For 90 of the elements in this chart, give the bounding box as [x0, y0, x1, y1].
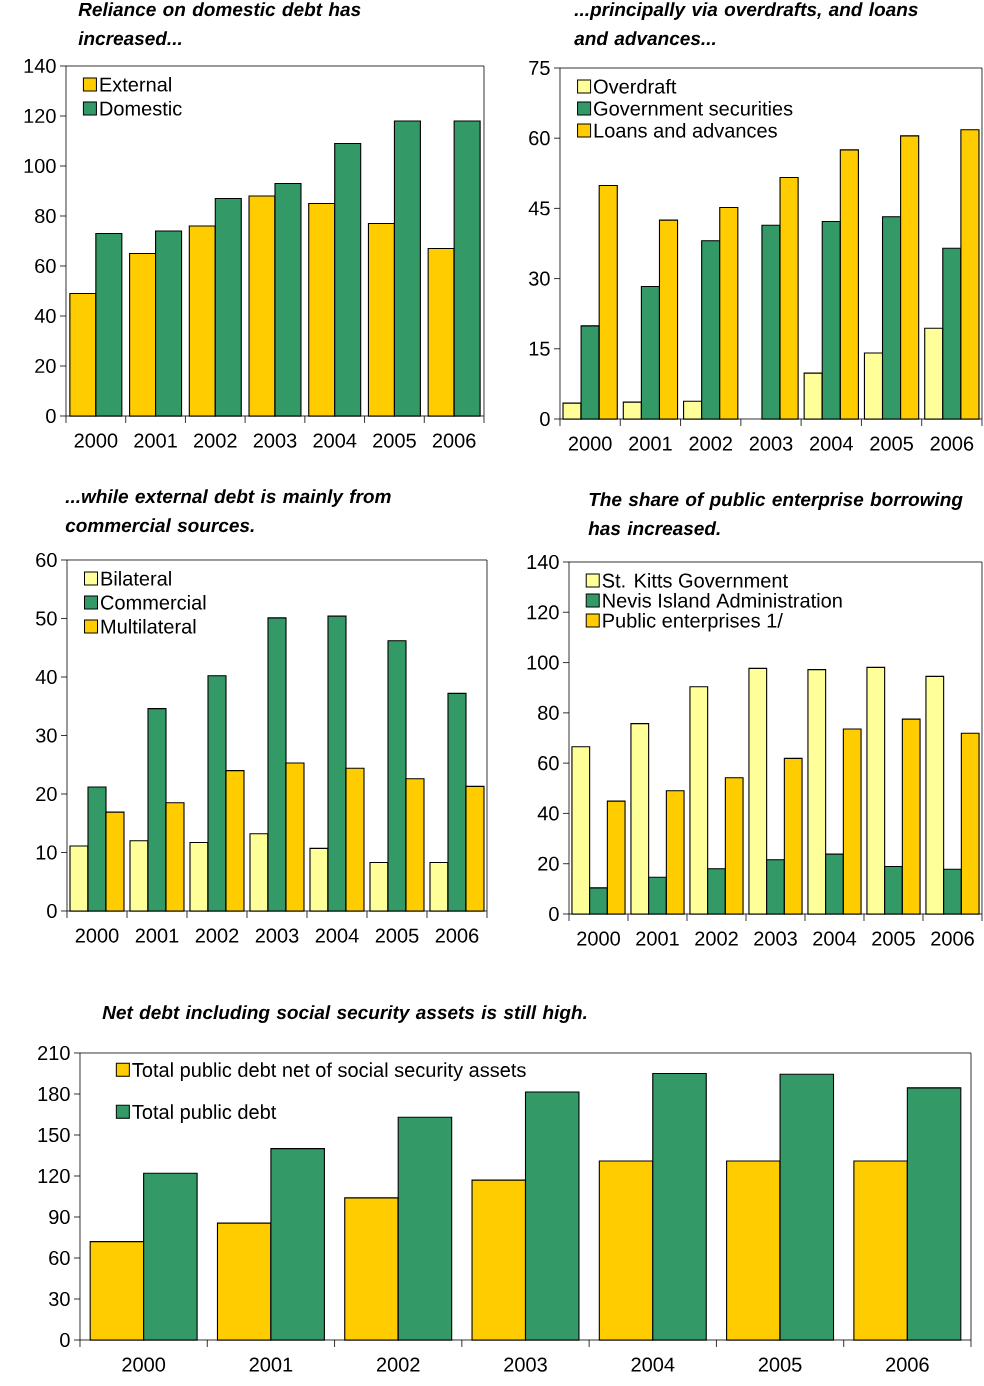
y-tick-label: 50 [36, 611, 57, 626]
x-tick-label: 2001 [134, 433, 177, 448]
x-tick-label: 2000 [75, 928, 119, 943]
x-tick-label: 2000 [568, 436, 612, 451]
chart-title: ...principally via overdrafts, and loans and advances... [574, 2, 918, 46]
y-tick-label: 150 [38, 1127, 70, 1143]
y-tick-label: 100 [527, 655, 559, 670]
legend-label: Public enterprises 1/ [603, 612, 783, 632]
legend-label: Total public debt net of social security assets [132, 1062, 526, 1082]
x-tick-label: 2004 [631, 1357, 675, 1372]
y-tick-label: 210 [38, 1045, 70, 1061]
y-tick-label: 120 [24, 108, 56, 124]
y-tick-label: 15 [529, 341, 550, 356]
y-tick-label: 75 [529, 61, 550, 75]
y-tick-label: 140 [527, 554, 559, 570]
x-tick-label: 2004 [813, 931, 857, 946]
x-tick-label: 2001 [249, 1357, 293, 1372]
y-tick-label: 20 [36, 786, 57, 802]
y-tick-label: 45 [528, 201, 550, 216]
x-tick-label: 2001 [636, 931, 679, 946]
x-tick-label: 2006 [435, 928, 479, 943]
y-tick-label: 60 [35, 258, 56, 274]
y-tick-label: 140 [24, 58, 56, 74]
y-tick-label: 90 [49, 1209, 70, 1225]
legend-label: Total public debt [132, 1104, 277, 1124]
legend-label: Loans and advances [594, 122, 777, 138]
y-tick-label: 40 [34, 308, 56, 324]
y-tick-label: 30 [48, 1291, 70, 1307]
x-tick-label: 2000 [74, 433, 118, 448]
x-tick-label: 2002 [695, 931, 738, 946]
y-tick-label: 60 [529, 131, 550, 146]
legend-label: Nevis Island Administration [603, 592, 842, 608]
chart-title: Net debt including social security assets is still high. [102, 1005, 587, 1023]
x-tick-label: 2005 [872, 931, 915, 946]
x-tick-label: 2000 [577, 931, 620, 946]
x-tick-label: 2002 [195, 928, 239, 943]
x-tick-label: 2002 [194, 433, 237, 448]
legend-label: Domestic [100, 100, 182, 116]
y-tick-label: 10 [36, 845, 57, 860]
x-tick-label: 2004 [810, 436, 853, 451]
y-tick-label: 30 [528, 271, 550, 286]
x-tick-label: 2003 [253, 433, 297, 448]
x-tick-label: 2005 [758, 1357, 802, 1372]
x-tick-label: 2005 [375, 928, 419, 943]
x-tick-label: 2001 [629, 436, 672, 451]
x-tick-label: 2003 [255, 928, 299, 943]
legend-label: Bilateral [101, 570, 171, 586]
legend-label: External [100, 76, 171, 92]
x-tick-label: 2006 [930, 436, 974, 451]
y-tick-label: 40 [537, 806, 559, 821]
x-tick-label: 2001 [135, 928, 179, 943]
y-tick-label: 60 [538, 756, 559, 771]
y-tick-label: 0 [60, 1332, 70, 1348]
y-tick-label: 100 [24, 158, 56, 174]
x-tick-label: 2006 [931, 931, 974, 946]
x-tick-label: 2000 [122, 1357, 166, 1372]
y-tick-label: 80 [538, 705, 559, 720]
y-tick-label: 0 [46, 408, 56, 424]
y-tick-label: 30 [35, 728, 57, 743]
chart-title: Reliance on domestic debt has increased... [78, 2, 361, 46]
y-tick-label: 20 [538, 856, 559, 871]
y-tick-label: 120 [527, 605, 559, 620]
y-tick-label: 120 [38, 1168, 70, 1184]
y-tick-label: 60 [49, 1250, 70, 1266]
chart-title: The share of public enterprise borrowing has increased. [588, 492, 963, 536]
y-tick-label: 0 [47, 903, 57, 919]
y-tick-label: 180 [38, 1086, 70, 1102]
y-tick-label: 80 [35, 208, 56, 224]
chart-title: ...while external debt is mainly from commercial sources. [65, 489, 391, 533]
legend-label: Multilateral [101, 618, 196, 634]
y-tick-label: 0 [540, 411, 550, 427]
x-tick-label: 2004 [315, 928, 359, 943]
x-tick-label: 2002 [689, 436, 732, 451]
x-tick-label: 2005 [373, 433, 416, 448]
x-tick-label: 2003 [749, 436, 793, 451]
y-tick-label: 20 [35, 358, 56, 374]
legend-label: Government securities [594, 100, 793, 116]
y-tick-label: 60 [36, 552, 57, 568]
y-tick-label: 40 [35, 669, 57, 685]
x-tick-label: 2003 [504, 1357, 547, 1372]
legend-label: Overdraft [594, 78, 677, 94]
y-tick-label: 0 [549, 906, 559, 922]
x-tick-label: 2005 [870, 436, 913, 451]
x-tick-label: 2003 [754, 931, 797, 946]
x-tick-label: 2002 [376, 1357, 420, 1372]
x-tick-label: 2006 [886, 1357, 929, 1372]
legend-label: St. Kitts Government [602, 572, 788, 588]
x-tick-label: 2004 [313, 433, 357, 448]
x-tick-label: 2006 [432, 433, 476, 448]
legend-label: Commercial [101, 594, 206, 610]
